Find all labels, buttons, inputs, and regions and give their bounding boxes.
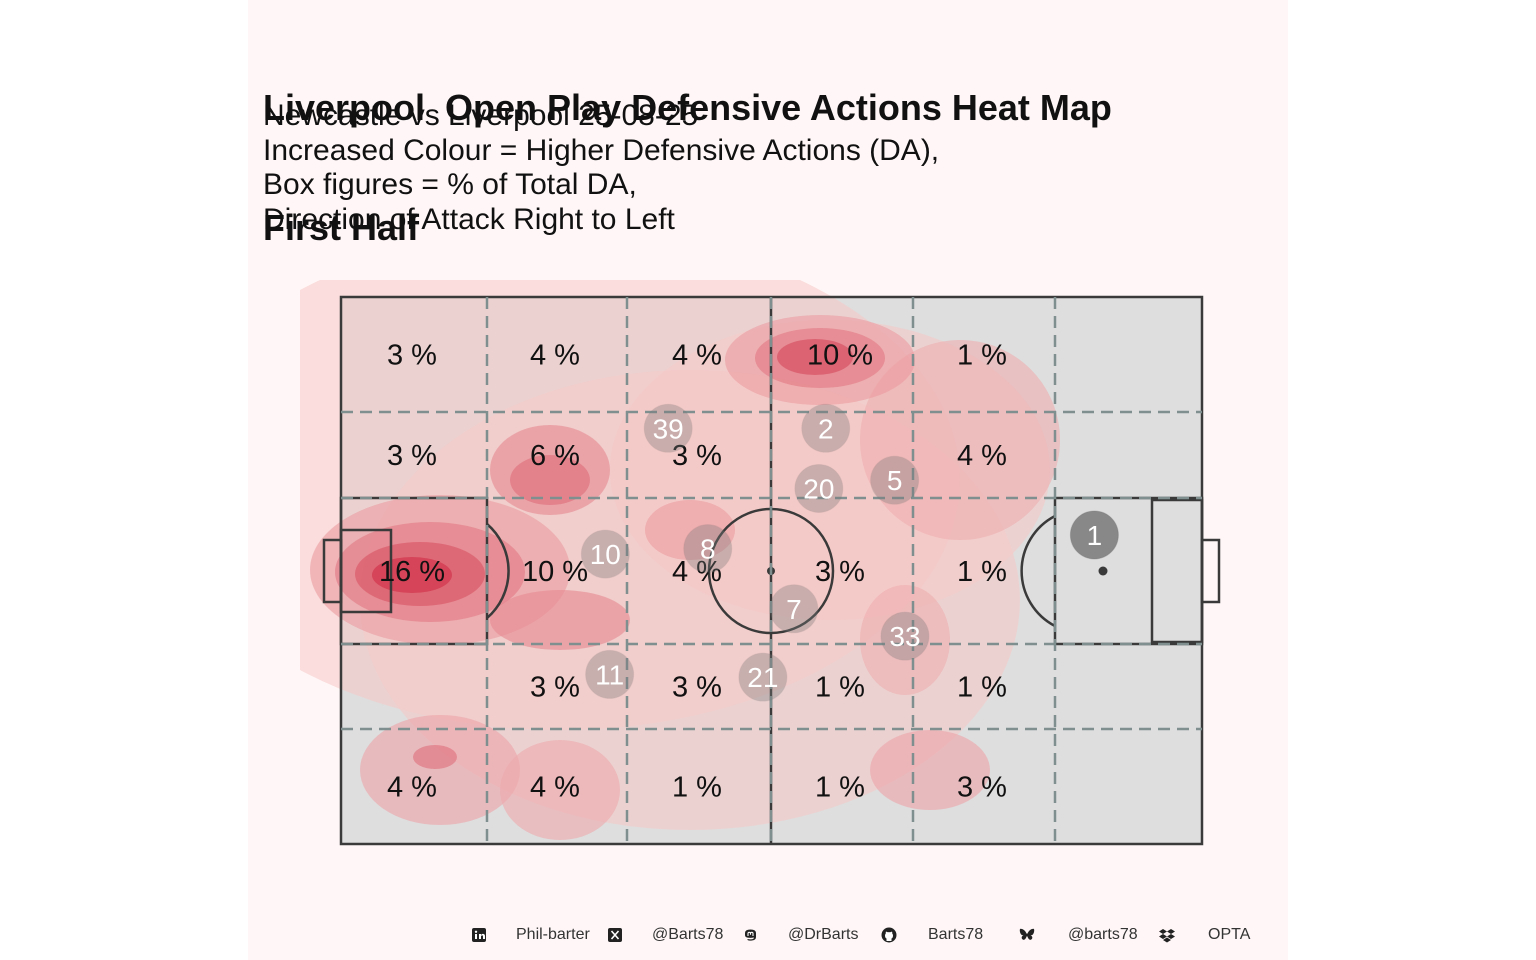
zone-label-r1-c1: 6 %	[530, 440, 580, 472]
heat-contour-3	[860, 340, 1060, 540]
player-circle-10	[580, 529, 630, 579]
footer-linkedin-text[interactable]: Phil-barter	[516, 926, 590, 943]
zone-label-r0-c4: 1 %	[957, 340, 1007, 372]
player-marker-11: 11	[585, 649, 635, 699]
subtitle-line-2: Increased Colour = Higher Defensive Acti…	[263, 133, 940, 167]
player-circle-33	[880, 611, 930, 661]
player-marker-10: 10	[580, 529, 630, 579]
zone-label-r1-c2: 3 %	[672, 440, 722, 472]
zone-label-r2-c0: 16 %	[379, 556, 445, 588]
dropbox-icon[interactable]	[1159, 927, 1175, 943]
zone-label-r3-c3: 1 %	[815, 672, 865, 704]
heat-contour-19	[645, 500, 735, 560]
x-icon[interactable]	[607, 927, 623, 943]
player-marker-33: 33	[880, 611, 930, 661]
zone-label-r3-c4: 1 %	[957, 672, 1007, 704]
zone-labels: 3 % 4 % 4 % 10 % 1 % 3 % 6 % 3 % 4 % 16 % 10 % 4 % 3…	[379, 340, 1007, 804]
player-circle-2	[801, 403, 851, 453]
player-circle-21	[738, 652, 788, 702]
zone-label-r0-c0: 3 %	[387, 340, 437, 372]
player-marker-8: 8	[683, 524, 733, 574]
zone-label-r2-c1: 10 %	[522, 556, 588, 588]
player-number-7: 7	[786, 594, 802, 625]
player-number-11: 11	[595, 659, 624, 690]
heat-contour-10	[777, 339, 853, 375]
footer-github-text[interactable]: Barts78	[928, 926, 984, 943]
linkedin-icon[interactable]	[471, 927, 487, 943]
player-number-8: 8	[700, 534, 716, 565]
player-marker-7: 7	[769, 584, 819, 634]
player-number-1: 1	[1087, 520, 1103, 551]
player-marker-20: 20	[794, 463, 844, 513]
heat-contour-4	[860, 585, 950, 695]
zone-label-r4-c1: 4 %	[530, 772, 580, 804]
zone-label-r0-c2: 4 %	[672, 340, 722, 372]
heat-contour-5	[870, 730, 990, 810]
zone-label-r4-c4: 3 %	[957, 772, 1007, 804]
player-circle-20	[794, 463, 844, 513]
heat-contours	[300, 280, 1060, 840]
footer-x-text[interactable]: @Barts78	[652, 926, 724, 943]
zone-label-r1-c4: 4 %	[957, 440, 1007, 472]
player-number-21: 21	[747, 662, 778, 693]
heat-contour-12	[510, 455, 590, 505]
zone-label-r3-c2: 3 %	[672, 672, 722, 704]
player-circle-11	[585, 649, 635, 699]
zone-label-r0-c3: 10 %	[807, 340, 873, 372]
subtitle-line-4: Direction of Attack Right to Left	[263, 202, 675, 236]
player-number-5: 5	[887, 465, 903, 496]
heat-contour-6	[360, 715, 520, 825]
left-penalty-arc	[486, 523, 510, 619]
zone-label-r4-c2: 1 %	[672, 772, 722, 804]
right-penalty-arc	[1020, 514, 1056, 628]
player-marker-39: 39	[643, 403, 693, 453]
left-goal	[322, 538, 343, 604]
subtitle-line-3: Box figures = % of Total DA,	[263, 168, 637, 201]
footer-dropbox-text[interactable]: OPTA	[1208, 926, 1251, 943]
zone-label-r0-c1: 4 %	[530, 340, 580, 372]
player-circle-5	[870, 455, 920, 505]
player-circle-1	[1069, 510, 1119, 560]
heat-layer	[300, 280, 1060, 840]
player-number-2: 2	[818, 413, 834, 444]
player-circle-8	[683, 524, 733, 574]
zone-label-r4-c3: 1 %	[815, 772, 865, 804]
player-marker-1: 1	[1069, 510, 1119, 560]
footer: Phil-barter @Barts78 @DrBarts Barts78 @b…	[0, 922, 1536, 950]
player-marker-21: 21	[738, 652, 788, 702]
player-number-20: 20	[803, 473, 834, 504]
bluesky-icon[interactable]	[1019, 927, 1035, 943]
mastodon-icon[interactable]	[742, 927, 758, 943]
github-icon[interactable]	[881, 927, 897, 943]
footer-mastodon-text[interactable]: @DrBarts	[788, 926, 859, 943]
player-circle-39	[643, 403, 693, 453]
subtitle-line-1: Newcastle vs Liverpool 25-08-25	[263, 99, 699, 132]
chart-title: Liverpool Open Play Defensive Actions He…	[263, 8, 1112, 288]
footer-bluesky-text[interactable]: @barts78	[1068, 926, 1138, 943]
player-marker-5: 5	[870, 455, 920, 505]
player-number-33: 33	[889, 621, 920, 652]
zone-lines	[341, 297, 1202, 844]
title-line-1: Liverpool Open Play Defensive Actions He…	[263, 87, 1112, 128]
zone-label-r2-c2: 4 %	[672, 556, 722, 588]
player-markers: 39 2 20 5 1 8 10 7 33 11 21	[580, 403, 1119, 702]
player-number-39: 39	[653, 413, 684, 444]
heat-contour-17	[490, 590, 630, 650]
zone-label-r4-c0: 4 %	[387, 772, 437, 804]
zone-label-r2-c4: 1 %	[957, 556, 1007, 588]
right-penalty-spot	[1098, 566, 1108, 576]
zone-label-r1-c0: 3 %	[387, 440, 437, 472]
zone-label-r3-c1: 3 %	[530, 672, 580, 704]
player-marker-2: 2	[801, 403, 851, 453]
title-line-2: First Half	[263, 207, 420, 248]
chart-subtitle: Newcastle vs Liverpool 25-08-25 Increase…	[263, 99, 939, 237]
heat-contour-7	[500, 740, 620, 840]
right-goal	[1200, 538, 1221, 604]
player-circle-7	[769, 584, 819, 634]
heat-contour-18	[413, 745, 457, 769]
zone-label-r2-c3: 3 %	[815, 556, 865, 588]
player-number-10: 10	[590, 539, 621, 570]
